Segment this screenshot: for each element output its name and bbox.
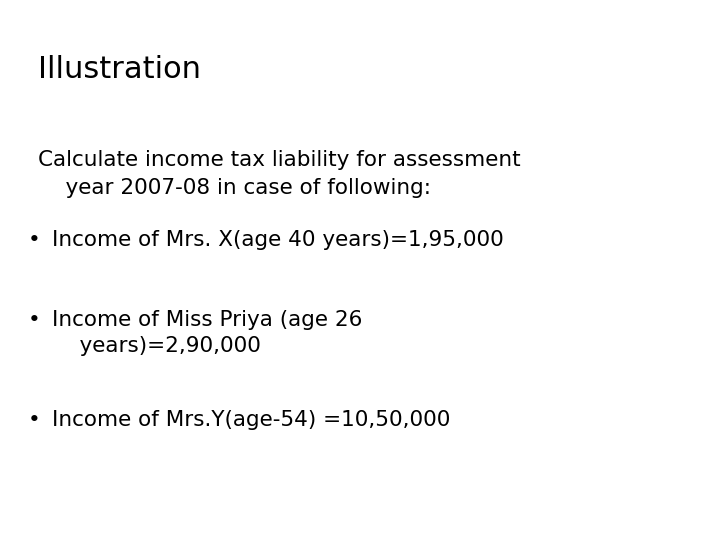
Text: Illustration: Illustration <box>38 55 201 84</box>
Text: Calculate income tax liability for assessment: Calculate income tax liability for asses… <box>38 150 521 170</box>
Text: year 2007-08 in case of following:: year 2007-08 in case of following: <box>38 178 431 198</box>
Text: Income of Miss Priya (age 26
    years)=2,90,000: Income of Miss Priya (age 26 years)=2,90… <box>52 310 362 356</box>
Text: Income of Mrs.Y(age-54) =10,50,000: Income of Mrs.Y(age-54) =10,50,000 <box>52 410 451 430</box>
Text: Income of Mrs. X(age 40 years)=1,95,000: Income of Mrs. X(age 40 years)=1,95,000 <box>52 230 504 250</box>
Text: •: • <box>28 410 41 430</box>
Text: •: • <box>28 310 41 330</box>
Text: •: • <box>28 230 41 250</box>
